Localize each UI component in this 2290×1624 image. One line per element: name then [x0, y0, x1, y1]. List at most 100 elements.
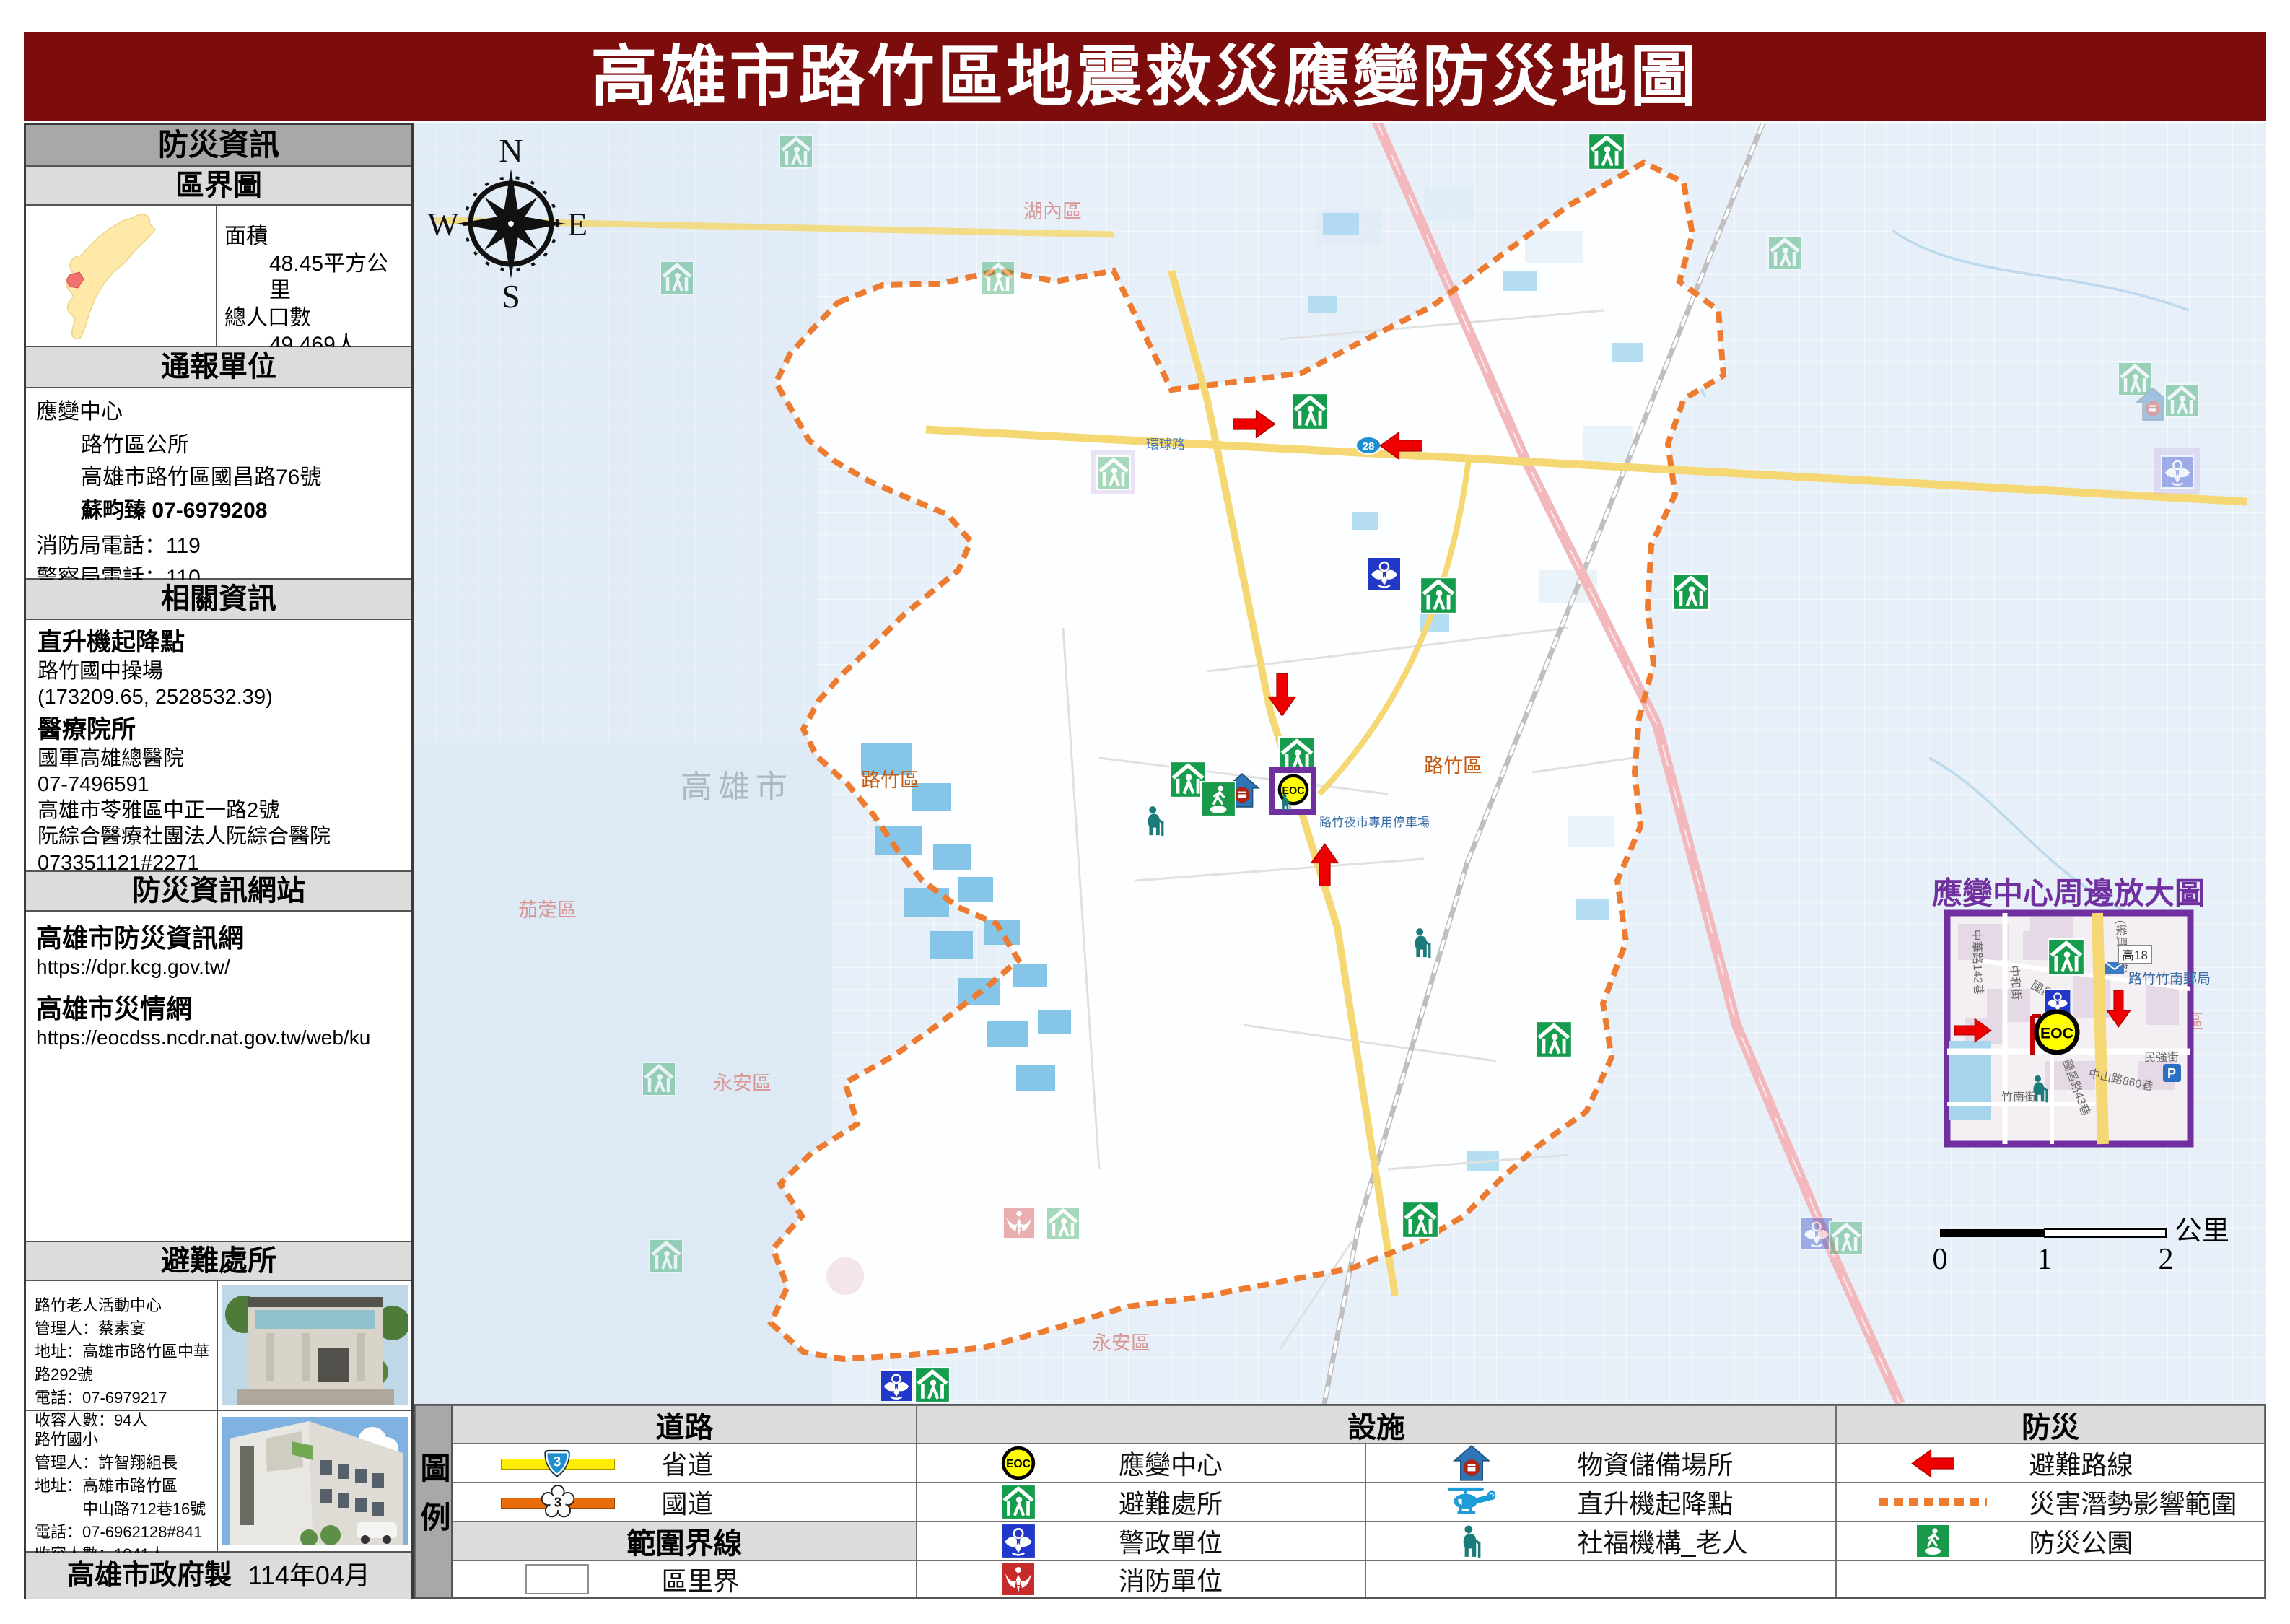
shelter1-name: 路竹老人活動中心 [35, 1296, 162, 1314]
shelter2-name: 路竹國小 [35, 1431, 99, 1449]
compass-n: N [499, 132, 523, 169]
hazard-range-symbol [1879, 1498, 1988, 1506]
shelter-marker-faded [1097, 456, 1130, 489]
shelter-marker [1402, 1202, 1438, 1238]
legend-header-disaster: 防災 [1836, 1405, 2265, 1444]
fire-icon [1001, 1562, 1036, 1597]
shelter1-photo [222, 1285, 408, 1405]
luzhu-highlight [66, 271, 84, 289]
population-label: 總人口數 [224, 305, 311, 330]
area-label: 面積 [224, 224, 268, 248]
svg-text:中和街: 中和街 [2007, 965, 2023, 1000]
district-map-panel: 面積 48.45平方公里 總人口數 49,469人 [26, 206, 411, 357]
provincial-road-symbol [499, 1446, 616, 1480]
inset-title: 應變中心周邊放大圖 [1932, 876, 2205, 910]
shelter-marker [1673, 574, 1709, 610]
district-boundary-symbol [525, 1563, 590, 1594]
evacuation-route-icon [1911, 1447, 1954, 1480]
svg-text:高18: 高18 [2122, 948, 2148, 962]
legend-item-eoc: 應變中心 [917, 1444, 1365, 1483]
small-ponds [1308, 213, 1643, 1171]
shelter1-capacity: 收容人數：94人 [35, 1411, 148, 1430]
report-unit-header: 通報單位 [26, 347, 411, 388]
shelter-marker-faded [650, 1239, 683, 1272]
eoc-icon [1000, 1445, 1036, 1481]
shelter1-info: 路竹老人活動中心 管理人：蔡素宴 地址：高雄市路竹區中華路292號 電話：07-… [35, 1294, 217, 1432]
legend-item-district-boundary: 區里界 [453, 1560, 917, 1597]
info-sidebar: 防災資訊 區界圖 面積 48.45平方公里 總人口數 49,469人 通報單位 … [24, 123, 414, 1599]
svg-text:竹南街: 竹南街 [2001, 1091, 2036, 1104]
shelter2-address-line1: 地址：高雄市路竹區 [35, 1476, 178, 1495]
welfare-icon [1454, 1523, 1490, 1559]
legend-empty-cell [1836, 1560, 2265, 1597]
faded-markers [642, 135, 2200, 1295]
park-marker [1200, 781, 1236, 817]
route-28-shield: 28 [1355, 436, 1381, 455]
shelter1-address: 地址：高雄市路竹區中華路292號 [35, 1342, 210, 1384]
hospital1-address: 高雄市苓雅區中正一路2號 [38, 799, 280, 822]
divider [217, 1281, 218, 1410]
shelter1-phone: 電話：07-6979217 [35, 1388, 167, 1407]
report-unit-panel: 應變中心 路竹區公所 高雄市路竹區國昌路76號 蘇畇臻 07-6979208 消… [26, 388, 411, 590]
police-marker-faded [2161, 455, 2194, 489]
heliport-title: 直升機起降點 [38, 629, 185, 656]
compass-w: W [427, 206, 459, 243]
legend-item-welfare: 社福機構_老人 [1365, 1522, 1836, 1560]
heliport-coords: (173209.65, 2528532.39) [38, 685, 273, 709]
hospital-title: 醫療院所 [38, 716, 136, 743]
related-info-header: 相關資訊 [26, 580, 411, 620]
website1-url[interactable]: https://dpr.kcg.gov.tw/ [36, 956, 230, 978]
legend-item-fire: 消防單位 [917, 1560, 1365, 1597]
legend-item-route: 避難路線 [1836, 1444, 2265, 1483]
fire-phone: 消防局電話：119 [36, 534, 201, 558]
shelter2-photo [222, 1417, 408, 1545]
fish-ponds [861, 743, 1071, 1091]
report-contact: 蘇畇臻 07-6979208 [81, 498, 268, 523]
main-map: N E S W 高雄市 路竹區 路竹區 湖內區 永安區 永安區 阿蓮區 茄萣區 … [414, 123, 2266, 1404]
fire-marker-faded [1002, 1206, 1036, 1239]
shelter-marker-faded [1830, 1221, 1863, 1254]
compass-e: E [567, 206, 587, 243]
railway [1321, 123, 1766, 1404]
related-info-panel: 直升機起降點 路竹國中操場 (173209.65, 2528532.39) 醫療… [26, 620, 411, 901]
producer: 高雄市政府製 [67, 1560, 232, 1591]
label-huanqiu-road: 環球路 [1146, 437, 1185, 452]
inset-highway [2092, 912, 2109, 1145]
eoc-marker [2037, 1012, 2078, 1053]
map-date: 114年04月 [248, 1560, 370, 1590]
park-icon [1915, 1522, 1950, 1560]
district-boundary [767, 159, 1727, 1363]
shelter2-address-line2: 中山路712巷16號 [82, 1499, 206, 1518]
area-value: 48.45平方公里 [269, 251, 389, 303]
shelter-marker [915, 1368, 950, 1402]
label-city: 高雄市 [681, 769, 793, 805]
legend-header-facilities: 設施 [917, 1405, 1836, 1444]
compass-s: S [502, 278, 520, 315]
district-map-header: 區界圖 [26, 167, 411, 206]
websites-panel: 高雄市防災資訊網 https://dpr.kcg.gov.tw/ 高雄市災情網 … [26, 912, 411, 1242]
shelter-marker-faded [2118, 362, 2151, 396]
label-yongan-2: 永安區 [1092, 1332, 1150, 1354]
divider [216, 206, 217, 346]
police-marker [1367, 556, 1402, 591]
district-stats: 面積 48.45平方公里 總人口數 49,469人 [224, 223, 405, 359]
shelter-marker-faded [1046, 1207, 1080, 1240]
legend-item-park: 防災公園 [1836, 1522, 2265, 1560]
shelter-icon [1000, 1484, 1036, 1520]
shelter-marker [1588, 134, 1625, 170]
legend-side-label: 圖例 [415, 1405, 453, 1597]
sidebar-footer: 高雄市政府製 114年04月 [26, 1553, 411, 1599]
hospital1-name: 國軍高雄總醫院 [38, 746, 185, 770]
shelter-marker [1536, 1021, 1572, 1057]
svg-text:28: 28 [1363, 440, 1375, 453]
shelter2-phone: 電話：07-6962128#841 [35, 1522, 203, 1541]
legend-item-supply: 物資儲備場所 [1365, 1444, 1836, 1483]
website2-url[interactable]: https://eocdss.ncdr.nat.gov.tw/web/ku [36, 1026, 371, 1049]
police-marker [880, 1369, 913, 1402]
legend: 圖例 道路 設施 防災 省道 國道 範圍界線 區里界 應變 [414, 1404, 2266, 1599]
hospital2-name: 阮綜合醫療社團法人阮綜合醫院 [38, 825, 331, 849]
eoc-inset: 應變中心周邊放大圖 中華路142巷 中和街 國昌路 (縱貫公路) [1932, 876, 2211, 1148]
scale-1: 1 [2037, 1243, 2053, 1276]
legend-item-national: 國道 [453, 1483, 917, 1522]
